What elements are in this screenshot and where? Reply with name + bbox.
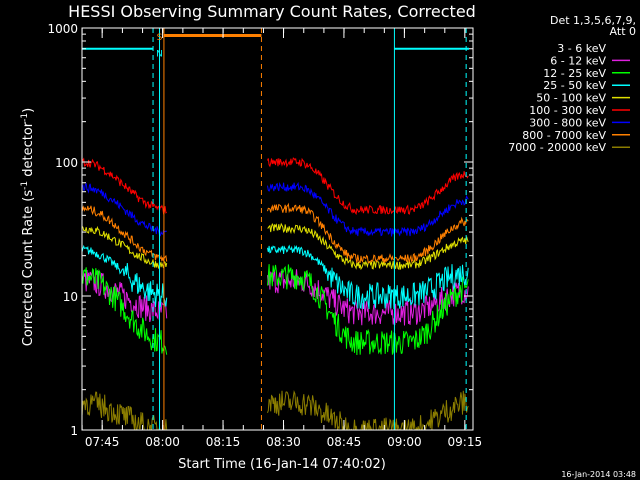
legend-label-7: 300 - 800 keV bbox=[529, 116, 606, 129]
legend-label-3: 12 - 25 keV bbox=[543, 67, 606, 80]
x-tick-label: 08:00 bbox=[145, 435, 180, 449]
y-axis: 1 10 100 1000 bbox=[47, 22, 473, 438]
y-label-part: Corrected Count Rate (s bbox=[21, 190, 36, 347]
y-tick-label: 100 bbox=[55, 156, 78, 170]
x-axis: 07:45 08:00 08:15 08:30 08:45 09:00 09:15 bbox=[81, 28, 483, 449]
series-line-9 bbox=[82, 391, 168, 430]
series-line-4 bbox=[267, 244, 469, 310]
series-line-6 bbox=[267, 157, 469, 216]
y-tick-label: 10 bbox=[63, 290, 78, 304]
y-tick-label: 1000 bbox=[47, 22, 78, 36]
plot-area: SN bbox=[81, 27, 474, 431]
legend-label-1: 3 - 6 keV bbox=[557, 42, 606, 55]
y-tick-label: 1 bbox=[70, 424, 78, 438]
series-line-1 bbox=[82, 291, 168, 376]
x-tick-label: 09:00 bbox=[387, 435, 422, 449]
y-label-part: -1 bbox=[20, 113, 30, 122]
x-tick-label: 08:15 bbox=[206, 435, 241, 449]
x-tick-label: 08:30 bbox=[266, 435, 301, 449]
legend-header: Det 1,3,5,6,7,9,Att 0 bbox=[550, 14, 636, 38]
legend-label-6: 100 - 300 keV bbox=[529, 104, 606, 117]
chart-title: HESSI Observing Summary Count Rates, Cor… bbox=[68, 2, 476, 21]
series-line-8 bbox=[267, 202, 469, 264]
series-line-7 bbox=[267, 181, 469, 237]
series-line-5 bbox=[267, 222, 469, 271]
series-line-5 bbox=[82, 225, 168, 269]
y-label-part: ) bbox=[21, 108, 36, 113]
timestamp: 16-Jan-2014 03:48 bbox=[561, 470, 636, 479]
legend-label-8: 800 - 7000 keV bbox=[522, 129, 606, 142]
y-label-part: detector bbox=[21, 121, 36, 181]
legend-header-line: Att 0 bbox=[610, 25, 636, 38]
plot-frame bbox=[81, 27, 474, 431]
legend-label-2: 6 - 12 keV bbox=[550, 54, 606, 67]
legend-label-5: 50 - 100 keV bbox=[536, 92, 606, 105]
y-label-part: -1 bbox=[20, 181, 30, 190]
x-tick-label: 09:15 bbox=[448, 435, 483, 449]
legend-header-line: Det 1,3,5,6,7,9, bbox=[550, 14, 636, 27]
series-line-3 bbox=[82, 267, 168, 355]
legend-label-4: 25 - 50 keV bbox=[543, 79, 606, 92]
series-line-6 bbox=[82, 157, 167, 215]
x-axis-label: Start Time (16-Jan-14 07:40:02) bbox=[178, 457, 386, 472]
flag-label-N: N bbox=[156, 50, 163, 60]
y-axis-label: Corrected Count Rate (s-1 detector-1) bbox=[20, 108, 36, 346]
x-tick-label: 08:45 bbox=[327, 435, 362, 449]
series-line-9 bbox=[267, 389, 469, 430]
flag-label-S: S bbox=[157, 33, 163, 43]
series-line-1 bbox=[267, 288, 469, 376]
series-line-3 bbox=[267, 264, 469, 356]
x-tick-label: 07:45 bbox=[85, 435, 120, 449]
legend-label-9: 7000 - 20000 keV bbox=[508, 141, 606, 154]
